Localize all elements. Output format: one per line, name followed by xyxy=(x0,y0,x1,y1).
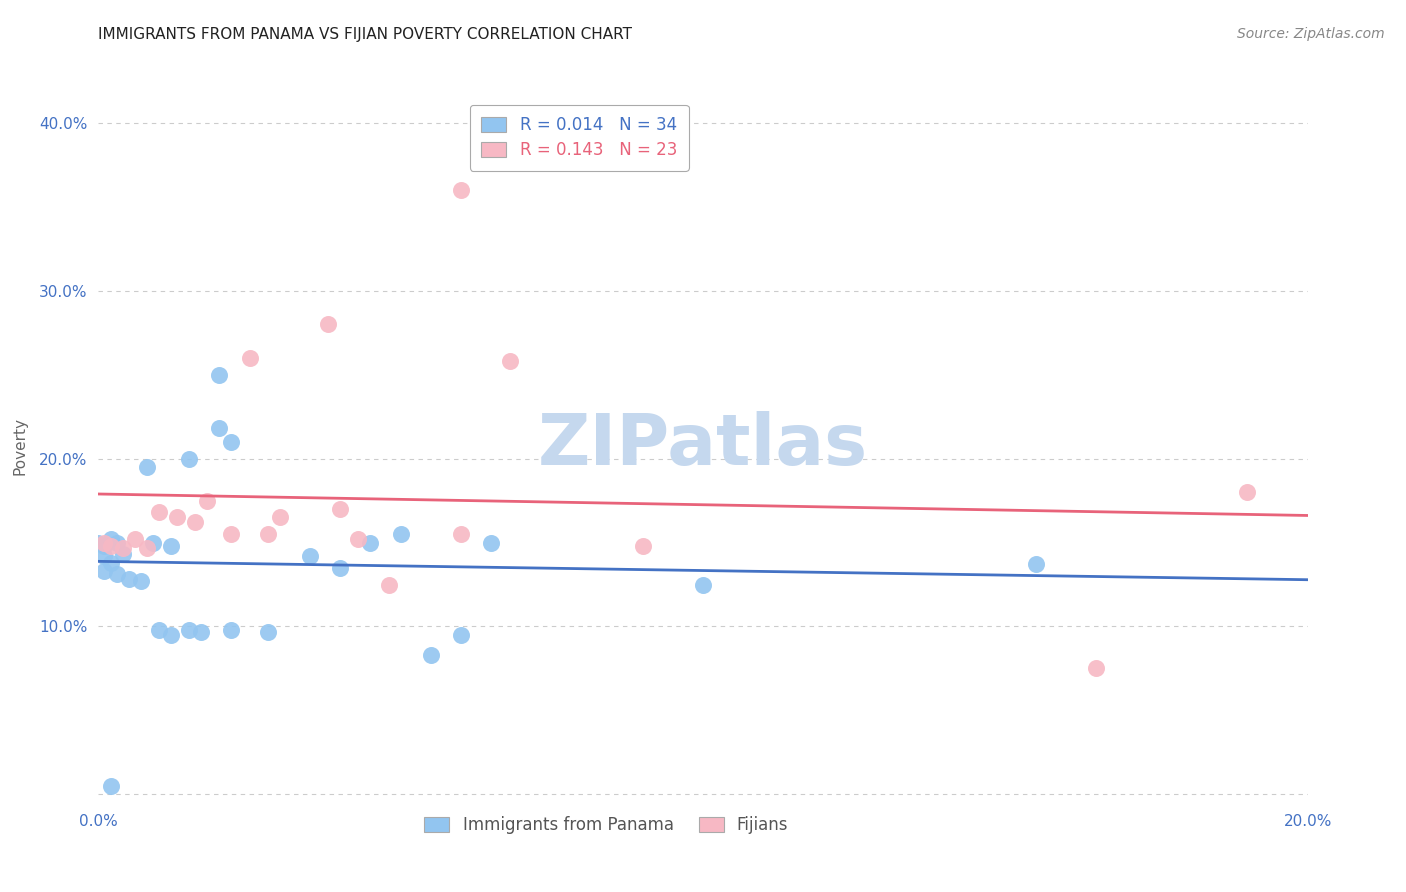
Point xyxy=(389,527,412,541)
Point xyxy=(450,527,472,541)
Text: IMMIGRANTS FROM PANAMA VS FIJIAN POVERTY CORRELATION CHART: IMMIGRANTS FROM PANAMA VS FIJIAN POVERTY… xyxy=(98,27,633,42)
Point xyxy=(1024,558,1046,572)
Legend: Immigrants from Panama, Fijians: Immigrants from Panama, Fijians xyxy=(415,806,799,845)
Point xyxy=(93,535,115,549)
Point xyxy=(208,368,231,382)
Point xyxy=(347,532,370,546)
Point xyxy=(631,539,654,553)
Point xyxy=(190,624,212,639)
Point xyxy=(450,628,472,642)
Point xyxy=(420,648,443,662)
Point xyxy=(148,623,170,637)
Point xyxy=(195,493,218,508)
Point xyxy=(124,532,146,546)
Point xyxy=(692,577,714,591)
Point xyxy=(184,516,207,530)
Point xyxy=(1085,661,1108,675)
Point xyxy=(299,549,322,563)
Point xyxy=(160,539,183,553)
Point xyxy=(93,539,115,553)
Point xyxy=(1236,485,1258,500)
Point xyxy=(360,535,382,549)
Point xyxy=(105,567,128,582)
Point xyxy=(100,539,122,553)
Point xyxy=(93,564,115,578)
Point xyxy=(118,573,141,587)
Point xyxy=(93,549,115,563)
Point xyxy=(316,318,339,332)
Point xyxy=(377,577,399,591)
Point xyxy=(142,535,165,549)
Point xyxy=(221,527,243,541)
Point xyxy=(208,421,231,435)
Point xyxy=(100,556,122,570)
Y-axis label: Poverty: Poverty xyxy=(13,417,28,475)
Point xyxy=(148,505,170,519)
Point xyxy=(256,624,278,639)
Point xyxy=(135,460,157,475)
Point xyxy=(256,527,278,541)
Point xyxy=(239,351,262,365)
Text: ZIPatlas: ZIPatlas xyxy=(538,411,868,481)
Point xyxy=(111,547,134,561)
Point xyxy=(450,183,472,197)
Point xyxy=(135,541,157,555)
Point xyxy=(179,623,201,637)
Point xyxy=(269,510,291,524)
Point xyxy=(221,623,243,637)
Point xyxy=(329,502,352,516)
Point xyxy=(179,451,201,466)
Point xyxy=(481,535,503,549)
Point xyxy=(498,354,520,368)
Point xyxy=(100,532,122,546)
Point xyxy=(87,535,110,549)
Point xyxy=(329,560,352,574)
Point xyxy=(100,779,122,793)
Point xyxy=(129,574,152,589)
Point xyxy=(105,535,128,549)
Point xyxy=(221,434,243,449)
Text: Source: ZipAtlas.com: Source: ZipAtlas.com xyxy=(1237,27,1385,41)
Point xyxy=(111,541,134,555)
Point xyxy=(166,510,188,524)
Point xyxy=(160,628,183,642)
